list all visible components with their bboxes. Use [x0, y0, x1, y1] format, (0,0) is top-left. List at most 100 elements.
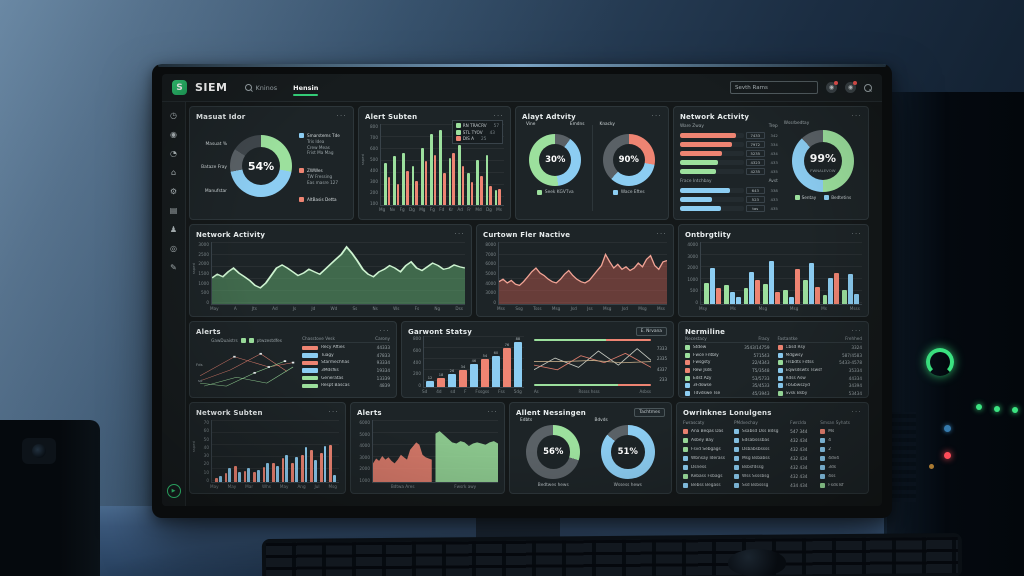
nav-item-search[interactable]: Kninos: [245, 74, 277, 101]
panel-alert-nessingen: Allent Nessingen Tachtmes Edbts 56% Bedtw…: [509, 402, 672, 494]
user-icon[interactable]: ♟: [169, 225, 178, 234]
bar: [310, 449, 314, 482]
avatar-glyph: ◉: [828, 84, 835, 91]
column-header: Fwrclda: [790, 420, 807, 425]
table-row: 4ss: [820, 472, 862, 481]
hbar-row: tas 435: [680, 204, 778, 213]
report-icon[interactable]: ▤: [169, 206, 178, 215]
x-tick: Ws: [393, 306, 400, 311]
panel-menu-icon[interactable]: ···: [493, 113, 504, 120]
bars: [212, 420, 339, 482]
notification-icon[interactable]: ◉: [826, 81, 838, 93]
export-button[interactable]: E. Nrvana: [635, 327, 667, 336]
bar: [426, 380, 434, 387]
power-icon[interactable]: ▶: [166, 484, 181, 498]
x-tick: 4d: [436, 389, 442, 394]
panel-network-subten: Network Subten ··· ssped 70 60 50 40 30 20 10 0 …: [189, 402, 346, 494]
filter-button[interactable]: Tachtmes: [634, 408, 665, 417]
panel-menu-icon[interactable]: ···: [851, 328, 862, 335]
status-chip: [683, 465, 688, 470]
bar-group: 76: [502, 336, 511, 387]
target-icon[interactable]: ◎: [170, 244, 177, 253]
bar-group: [420, 124, 428, 205]
table-row: Wss Ssssbsg: [733, 472, 786, 481]
bar-value-label: 76: [504, 343, 510, 348]
mesh-plot: GawDuaistrs ptwzestdfes Fds sd: [196, 336, 297, 394]
bar: [513, 342, 522, 387]
panel-network-activity-bars: Network Activity ··· Ware Zway Trep 7433 34…: [673, 106, 869, 220]
panel-menu-icon[interactable]: ···: [851, 113, 862, 120]
home-icon[interactable]: ⌂: [170, 168, 177, 177]
panel-menu-icon[interactable]: ···: [336, 113, 347, 120]
global-search-icon[interactable]: [864, 83, 872, 92]
bar-group: [457, 124, 465, 205]
legend-item: RN TRACRV 57: [455, 123, 499, 128]
table-row: 4: [820, 436, 862, 445]
panel-network-area: Network Activity ··· ssped 3000 2500 2000 15…: [189, 224, 472, 317]
table-row: Wbnsay Iderass: [683, 454, 730, 463]
cell-name: Frsbdts Fdtss: [785, 360, 814, 366]
panel-menu-icon[interactable]: ···: [379, 328, 390, 335]
panel-menu-icon[interactable]: ···: [651, 113, 662, 120]
clock-icon[interactable]: ◷: [170, 111, 177, 120]
x-tick: Ad: [272, 306, 278, 311]
donut-caption: Wace Eftes: [620, 190, 645, 195]
settings-icon[interactable]: ⚙: [169, 187, 178, 196]
legend-label: Sentay: [801, 195, 817, 200]
cell-name: 3Mdsfks: [321, 368, 339, 374]
bar: [406, 170, 409, 205]
legend-line: AltBasis Detta: [307, 197, 337, 203]
shield-icon[interactable]: ◉: [170, 130, 177, 139]
bar-group: 46: [469, 336, 478, 387]
x-tick: Fssgss: [475, 389, 490, 394]
panel-menu-icon[interactable]: ···: [656, 231, 667, 238]
table-row: Cbsd Rsy 3324: [777, 344, 862, 352]
table-row: Ssabsd Dss Bdsg: [733, 427, 786, 436]
bar: [783, 290, 788, 304]
blue-led-icon: [944, 425, 951, 432]
status-led-icon: [976, 404, 982, 410]
bar: [443, 172, 446, 205]
y-tick: 600: [370, 146, 378, 151]
x-tick: Dg: [408, 207, 415, 212]
cell-name: Rdss Asw: [785, 375, 806, 381]
panel-menu-icon[interactable]: ···: [487, 409, 498, 416]
activity-donut-chart: 90%: [602, 134, 655, 186]
x-tick: Ss: [352, 306, 358, 311]
edit-icon[interactable]: ✎: [170, 263, 177, 272]
cell-name: FsdsTsf: [828, 483, 844, 488]
pie-chart-icon[interactable]: ◔: [170, 149, 177, 158]
table-row: FsdsTsf: [820, 481, 862, 490]
segment-label: Emdns: [569, 122, 585, 127]
bar: [457, 145, 461, 205]
x-tick: As: [533, 389, 539, 394]
status-chip: [683, 447, 688, 452]
donut-legend: Smarstems Tde Tris Idea Crew Meas Frist Ma …: [292, 121, 347, 215]
stacked-bar: [533, 383, 651, 386]
panel-menu-icon[interactable]: ···: [454, 231, 465, 238]
bar-group: [494, 124, 502, 205]
cell-name: Wss Ssssbsg: [741, 474, 770, 479]
search-input[interactable]: Sevth Rams: [730, 81, 818, 94]
alerts-bell-icon[interactable]: ◉: [845, 81, 857, 93]
hbar-value-box: 7972: [745, 141, 765, 148]
x-tick: Jsd: [621, 306, 628, 311]
hbar-value: 334: [770, 142, 778, 147]
table-column: Fastantke Frehhed Cbsd Rsy 3324 Mdgwsy 587/4…: [777, 336, 862, 397]
cell-name: Ssd Bsbsssg: [741, 483, 769, 488]
plot-label: sd: [198, 378, 203, 383]
x-tick: Mar: [245, 484, 254, 489]
y-tick: 4000: [687, 242, 698, 247]
bar-value-label: 54: [482, 354, 488, 359]
cell-name: Edsabsssbas: [741, 438, 770, 443]
status-chip: [777, 345, 783, 351]
panel-menu-icon[interactable]: ···: [851, 231, 862, 238]
panel-menu-icon[interactable]: ···: [851, 409, 862, 416]
y-tick: 500: [690, 288, 698, 294]
hbar-value-box: 4323: [745, 159, 765, 166]
y-tick: 500: [201, 290, 209, 296]
nav-item-active[interactable]: Hensin: [293, 74, 319, 101]
panel-alerts-split: Alerts ··· 6000 5000 4000 3000 2000 1000 Bdtwa…: [350, 402, 505, 494]
panel-menu-icon[interactable]: ···: [328, 409, 339, 416]
legend-label: DIS A: [462, 136, 475, 141]
